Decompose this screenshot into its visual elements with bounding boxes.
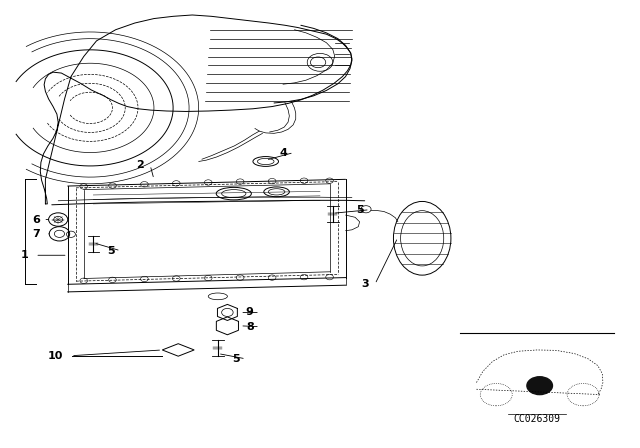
Text: 7: 7 (32, 229, 40, 239)
Text: 5: 5 (232, 354, 239, 364)
Text: 2: 2 (136, 160, 144, 170)
Text: 6: 6 (32, 215, 40, 224)
Text: 4: 4 (280, 147, 287, 158)
Text: 1: 1 (21, 250, 29, 260)
Polygon shape (163, 344, 194, 356)
Text: 9: 9 (246, 307, 253, 318)
Text: 5: 5 (356, 205, 364, 215)
Text: 10: 10 (47, 351, 63, 361)
Text: CC026309: CC026309 (514, 414, 561, 424)
Text: 3: 3 (361, 279, 369, 289)
Circle shape (527, 377, 552, 395)
Text: 8: 8 (246, 322, 253, 332)
Text: 5: 5 (107, 246, 115, 256)
